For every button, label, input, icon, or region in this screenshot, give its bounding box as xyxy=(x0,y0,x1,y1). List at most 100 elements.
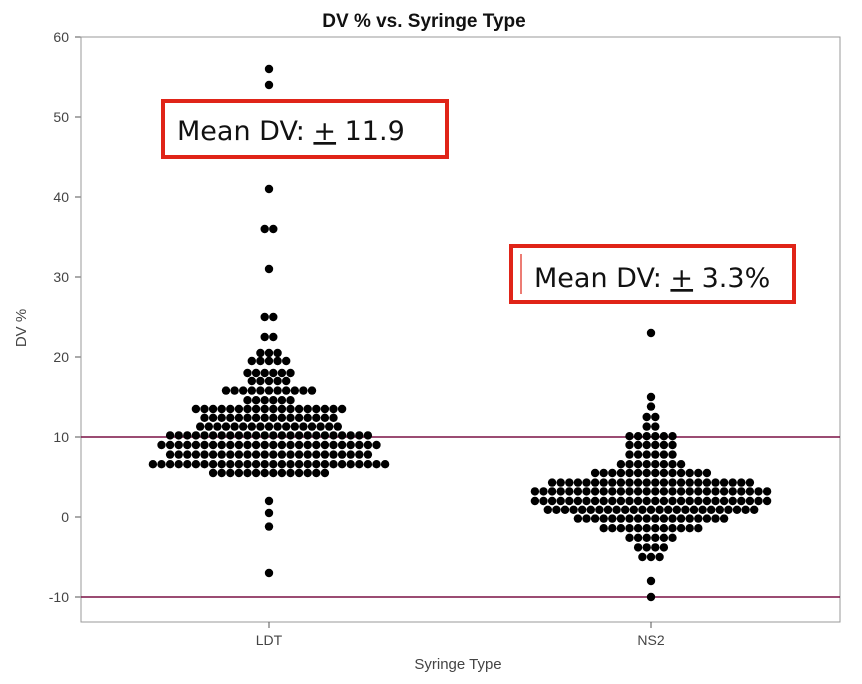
data-point xyxy=(243,396,252,405)
data-point xyxy=(282,356,291,366)
data-point xyxy=(676,460,686,469)
data-point xyxy=(282,376,291,386)
data-point xyxy=(556,478,565,487)
data-point xyxy=(651,533,660,542)
data-point xyxy=(355,440,364,450)
data-points xyxy=(148,64,772,602)
data-point xyxy=(715,505,724,514)
data-point xyxy=(616,460,626,469)
data-point xyxy=(633,533,643,542)
data-point xyxy=(633,496,643,506)
data-point xyxy=(642,412,651,422)
data-point xyxy=(269,224,278,234)
data-point xyxy=(277,460,287,469)
data-point xyxy=(217,468,226,478)
annotation-value: 11.9 xyxy=(336,116,405,147)
data-point xyxy=(277,404,287,414)
data-point xyxy=(200,413,209,422)
data-point xyxy=(346,440,355,450)
data-point xyxy=(239,422,248,431)
annotation-plus-minus: + xyxy=(313,116,336,147)
data-point xyxy=(676,487,686,496)
data-point xyxy=(264,568,274,578)
data-point xyxy=(277,440,287,450)
data-point xyxy=(316,422,325,431)
data-point xyxy=(539,496,548,506)
data-point xyxy=(685,478,694,487)
data-point xyxy=(264,496,274,506)
data-point xyxy=(208,404,218,414)
y-tick-label: 50 xyxy=(53,109,69,125)
data-point xyxy=(608,524,617,533)
data-point xyxy=(702,478,712,487)
data-point xyxy=(646,328,656,338)
data-point xyxy=(590,496,600,506)
data-point xyxy=(702,468,712,478)
data-point xyxy=(226,404,235,414)
x-axis-categories: LDT NS2 xyxy=(256,622,665,648)
data-point xyxy=(372,460,381,469)
data-point xyxy=(200,460,209,469)
data-point xyxy=(651,440,660,450)
data-point xyxy=(251,404,261,414)
data-point xyxy=(642,543,651,552)
data-point xyxy=(269,460,278,469)
data-point xyxy=(633,514,643,523)
data-point xyxy=(728,487,737,496)
data-point xyxy=(655,505,664,514)
data-point xyxy=(204,422,213,431)
data-point xyxy=(346,450,355,459)
data-point xyxy=(251,468,261,478)
data-point xyxy=(556,487,565,496)
data-point xyxy=(251,413,261,422)
data-point xyxy=(586,505,595,514)
data-point xyxy=(183,450,192,459)
data-point xyxy=(685,468,694,478)
data-point xyxy=(702,514,712,523)
data-point xyxy=(698,505,707,514)
data-point xyxy=(681,505,690,514)
data-point xyxy=(200,440,209,450)
data-point xyxy=(355,450,364,459)
data-point xyxy=(659,514,669,523)
data-point xyxy=(612,505,621,514)
data-point xyxy=(685,524,694,533)
data-point xyxy=(286,396,295,405)
x-tick-label: LDT xyxy=(256,632,283,648)
data-point xyxy=(711,487,720,496)
data-point xyxy=(286,468,295,478)
data-point xyxy=(651,478,660,487)
data-point xyxy=(655,552,664,562)
data-point xyxy=(234,431,244,440)
annotation-box: Mean DV: + 3.3% xyxy=(509,244,796,304)
data-point xyxy=(243,431,252,440)
data-point xyxy=(269,450,278,459)
data-point xyxy=(694,524,703,533)
data-point xyxy=(694,514,703,523)
data-point xyxy=(719,496,729,506)
data-point xyxy=(329,450,338,459)
data-point xyxy=(307,422,317,431)
data-point xyxy=(269,396,278,405)
data-point xyxy=(303,431,312,440)
data-point xyxy=(286,404,295,414)
data-point xyxy=(642,496,651,506)
data-point xyxy=(642,460,651,469)
data-point xyxy=(260,404,269,414)
annotation-box: Mean DV: + 11.9 xyxy=(161,99,449,159)
data-point xyxy=(629,505,638,514)
data-point xyxy=(243,450,252,459)
data-point xyxy=(380,460,390,469)
data-point xyxy=(307,386,317,395)
data-point xyxy=(320,460,330,469)
data-point xyxy=(633,450,643,459)
data-point xyxy=(719,478,729,487)
data-point xyxy=(625,468,634,478)
data-point xyxy=(530,487,540,496)
data-point xyxy=(719,487,729,496)
data-point xyxy=(200,404,209,414)
data-point xyxy=(312,413,321,422)
data-point xyxy=(659,524,669,533)
data-point xyxy=(737,487,746,496)
data-point xyxy=(651,422,660,431)
